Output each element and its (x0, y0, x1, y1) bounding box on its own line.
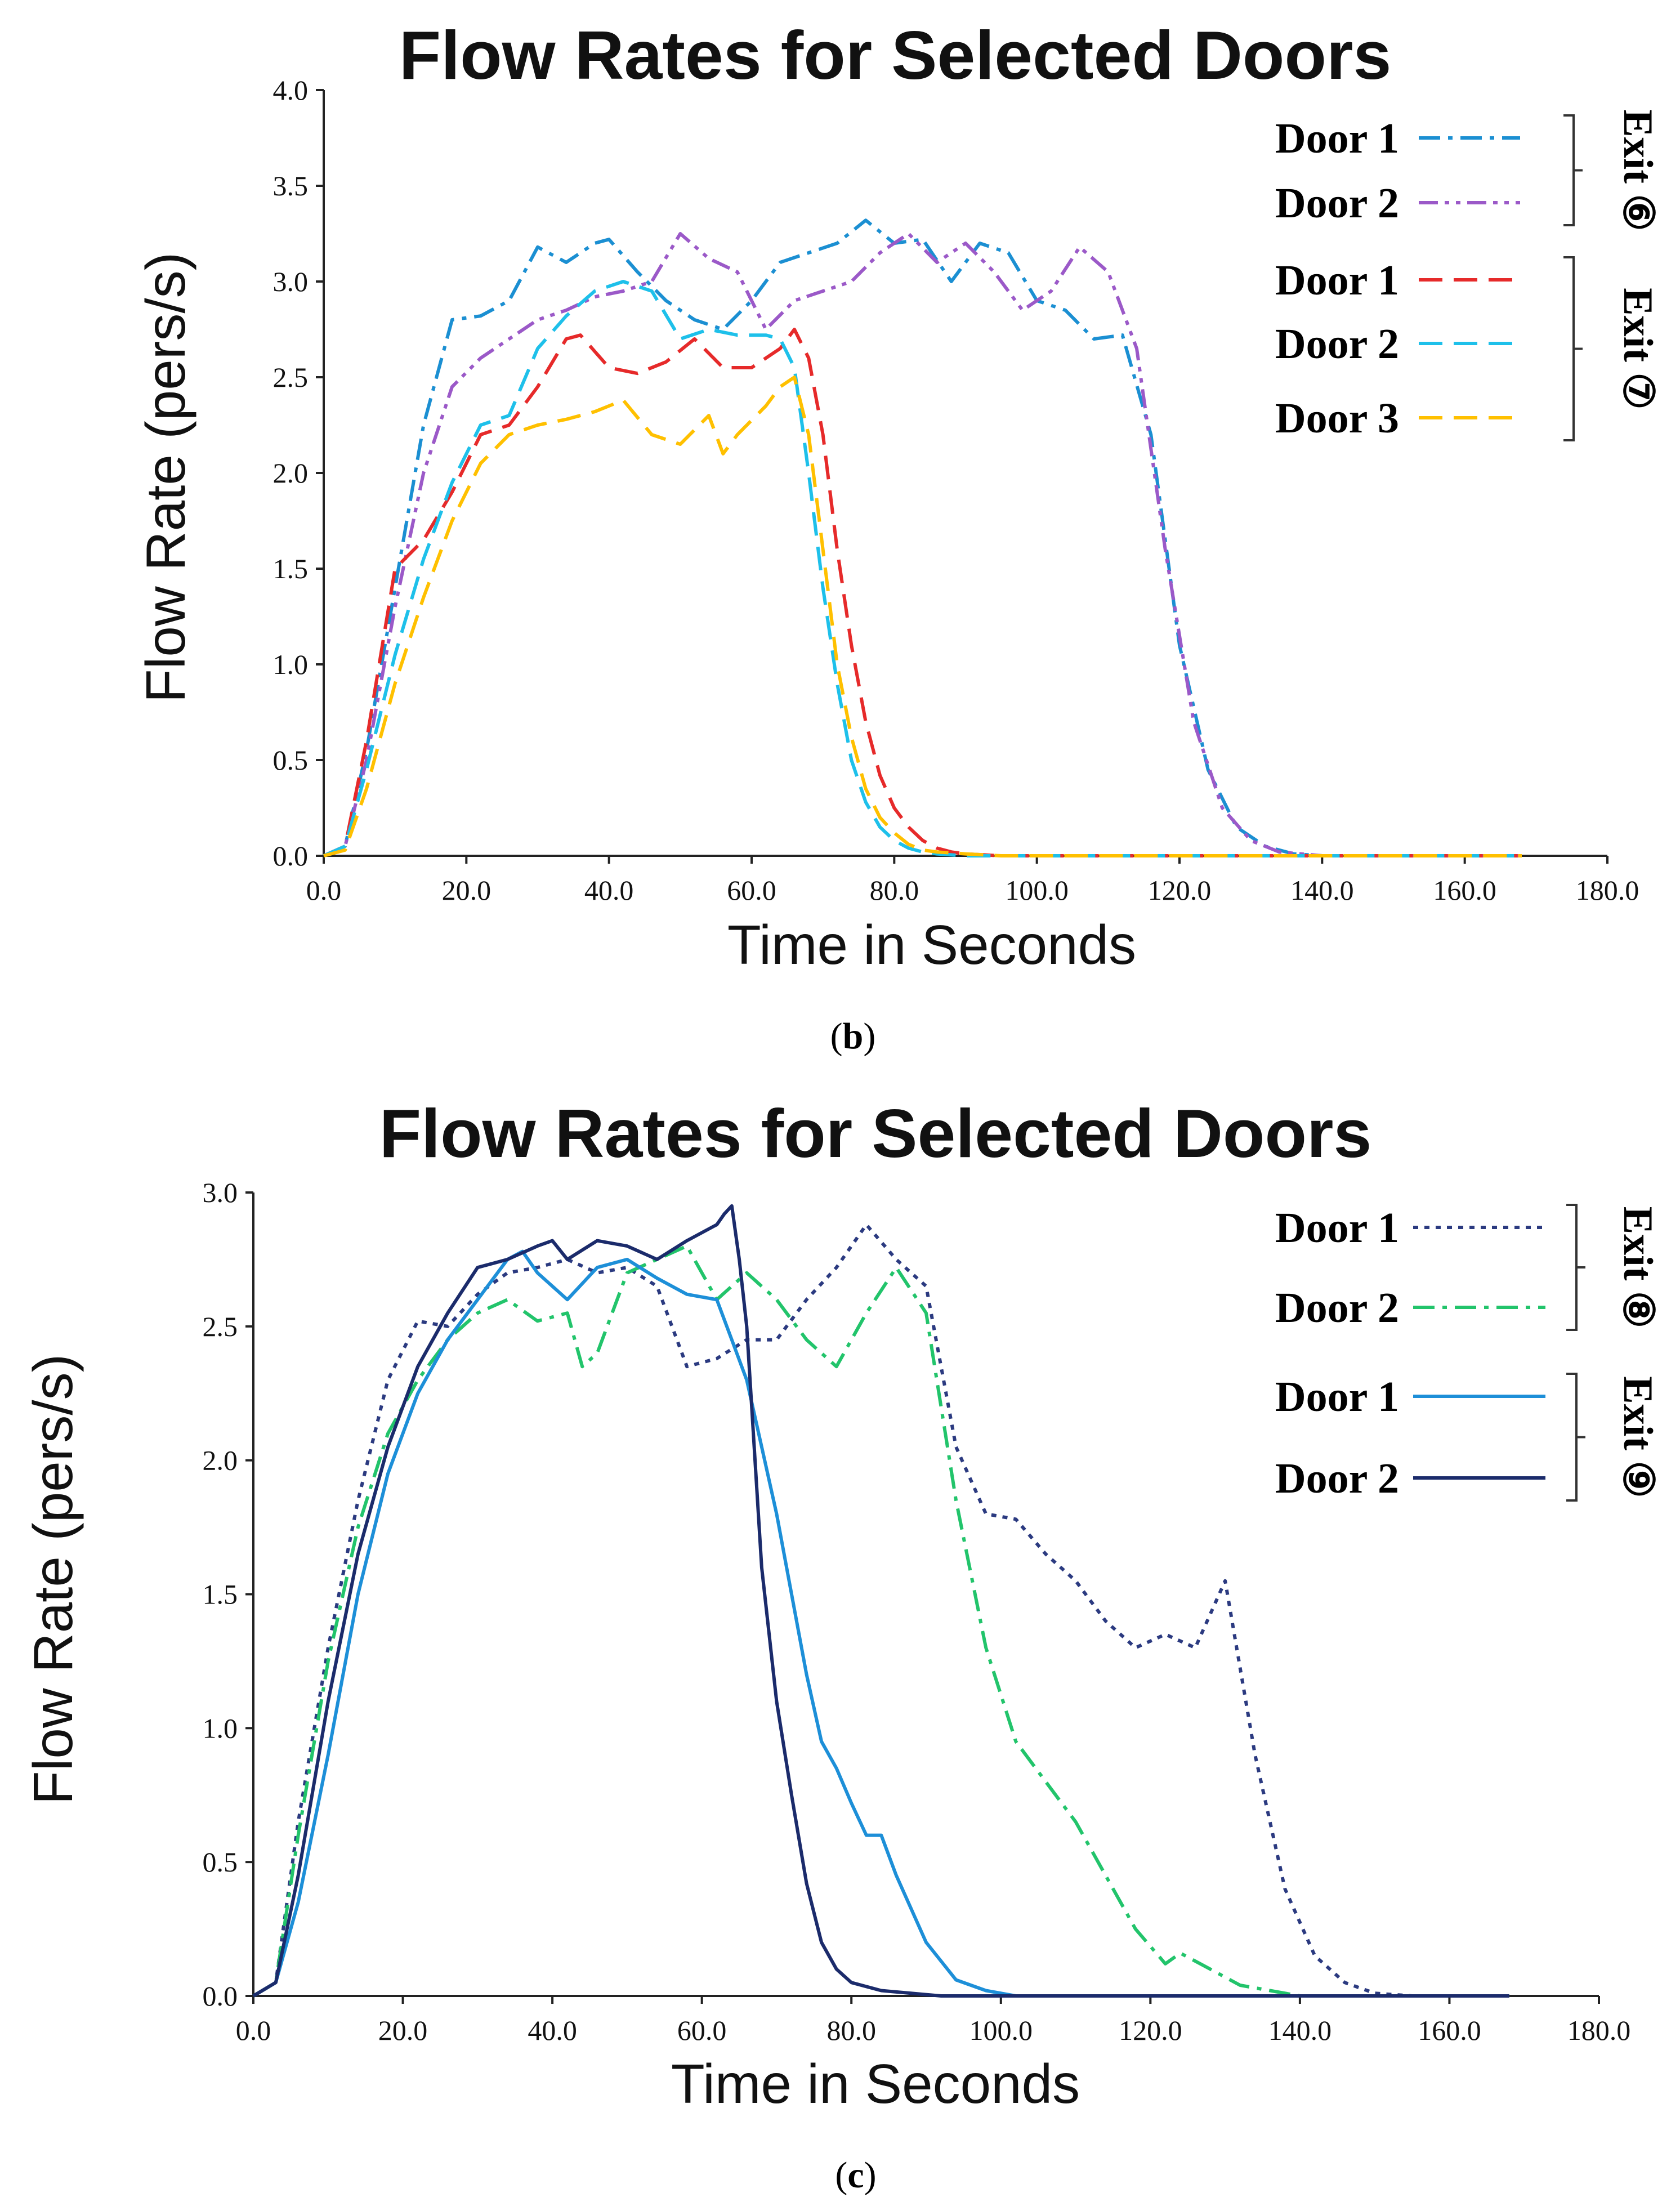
x-tick-label: 100.0 (969, 2015, 1033, 2046)
panel-caption: (c) (835, 2155, 876, 2196)
legend-group-brace (1563, 114, 1583, 226)
y-tick-label: 2.0 (273, 457, 309, 489)
y-tick-label: 1.0 (273, 649, 309, 680)
chart-title: Flow Rates for Selected Doors (399, 17, 1392, 93)
legend: Door 1 Door 2 Door 1 Door 2 Door 3 Exit ⑥ Exit… (1275, 109, 1661, 442)
chart-panel-b: Flow Rates for Selected Doors Flow Rate … (135, 17, 1661, 1057)
series-line-door-2-1 (323, 232, 1522, 857)
y-tick-label: 3.0 (203, 1177, 238, 1208)
x-tick-label: 40.0 (528, 2015, 577, 2046)
x-tick-label: 20.0 (378, 2015, 428, 2046)
legend-group-brace (1563, 256, 1583, 441)
legend-group-label: Exit ⑥ (1615, 109, 1661, 231)
axis-ticks: 0.0 0.5 1.0 1.5 2.0 2.5 3.0 0.0 20.0 40.0 60.0 80.0… (203, 1177, 1631, 2046)
x-tick-label: 20.0 (442, 874, 492, 906)
y-tick-label: 3.0 (273, 266, 309, 297)
legend-label: Door 1 (1275, 257, 1399, 304)
y-tick-label: 1.0 (203, 1712, 238, 1744)
x-tick-label: 160.0 (1433, 874, 1496, 906)
y-tick-label: 0.5 (273, 744, 309, 776)
y-tick-label: 3.5 (273, 170, 309, 202)
x-tick-label: 80.0 (870, 874, 919, 906)
legend-label: Door 2 (1275, 180, 1399, 227)
x-tick-label: 160.0 (1418, 2015, 1481, 2046)
legend-group-label: Exit ⑨ (1615, 1376, 1661, 1498)
legend-group-brace (1566, 1373, 1585, 1502)
legend-label: Door 2 (1275, 320, 1399, 368)
y-tick-label: 2.5 (273, 361, 309, 393)
x-tick-label: 0.0 (236, 2015, 271, 2046)
series-line-door-1-0 (323, 218, 1522, 857)
y-tick-label: 4.0 (273, 74, 309, 106)
axis-ticks: 0.0 0.5 1.0 1.5 2.0 2.5 3.0 3.5 4.0 0.0 20.0 40.0 60… (273, 74, 1639, 906)
y-tick-label: 0.0 (203, 1980, 238, 2012)
y-tick-label: 0.0 (273, 840, 309, 872)
series-line-door-3-4 (323, 376, 1522, 857)
x-tick-label: 80.0 (826, 2015, 876, 2046)
x-tick-label: 140.0 (1290, 874, 1354, 906)
series-line-door-1-0 (252, 1223, 1509, 1998)
legend: Door 1 Door 2 Door 1 Door 2 Exit ⑧ Exit ⑨ (1275, 1204, 1661, 1502)
x-axis-label: Time in Seconds (671, 2053, 1080, 2115)
x-tick-label: 120.0 (1148, 874, 1212, 906)
legend-group-label: Exit ⑦ (1615, 288, 1661, 409)
plot-area (252, 1204, 1509, 1998)
series-line-door-2-1 (252, 1244, 1509, 1998)
chart-panel-c: Flow Rates for Selected Doors Flow Rate … (22, 1095, 1661, 2196)
plot-area (323, 218, 1522, 857)
x-tick-label: 0.0 (306, 874, 342, 906)
x-tick-label: 60.0 (727, 874, 776, 906)
y-tick-label: 1.5 (273, 553, 309, 584)
x-tick-label: 140.0 (1268, 2015, 1332, 2046)
y-tick-label: 1.5 (203, 1579, 238, 1610)
legend-label: Door 2 (1275, 1455, 1399, 1502)
x-tick-label: 100.0 (1005, 874, 1069, 906)
y-tick-label: 2.5 (203, 1311, 238, 1342)
legend-label: Door 2 (1275, 1284, 1399, 1332)
legend-label: Door 1 (1275, 1204, 1399, 1252)
chart-title: Flow Rates for Selected Doors (379, 1095, 1372, 1172)
x-axis-label: Time in Seconds (727, 914, 1136, 976)
x-tick-label: 180.0 (1576, 874, 1639, 906)
series-line-door-1-2 (252, 1249, 1509, 1998)
legend-group-label: Exit ⑧ (1615, 1207, 1661, 1328)
panel-caption: (b) (830, 1016, 876, 1057)
series-line-door-2-3 (252, 1204, 1509, 1998)
legend-label: Door 3 (1275, 395, 1399, 442)
x-tick-label: 60.0 (677, 2015, 727, 2046)
x-tick-label: 40.0 (584, 874, 634, 906)
x-tick-label: 180.0 (1567, 2015, 1631, 2046)
legend-group-brace (1566, 1204, 1585, 1331)
legend-label: Door 1 (1275, 115, 1399, 162)
y-tick-label: 0.5 (203, 1846, 238, 1878)
y-tick-label: 2.0 (203, 1445, 238, 1476)
y-axis-label: Flow Rate (pers/s) (135, 252, 196, 703)
y-axis-label: Flow Rate (pers/s) (22, 1354, 84, 1805)
x-tick-label: 120.0 (1119, 2015, 1182, 2046)
legend-label: Door 1 (1275, 1373, 1399, 1421)
series-line-door-1-2 (323, 328, 1522, 857)
axes (323, 90, 1607, 857)
series-line-door-2-3 (323, 280, 1522, 857)
